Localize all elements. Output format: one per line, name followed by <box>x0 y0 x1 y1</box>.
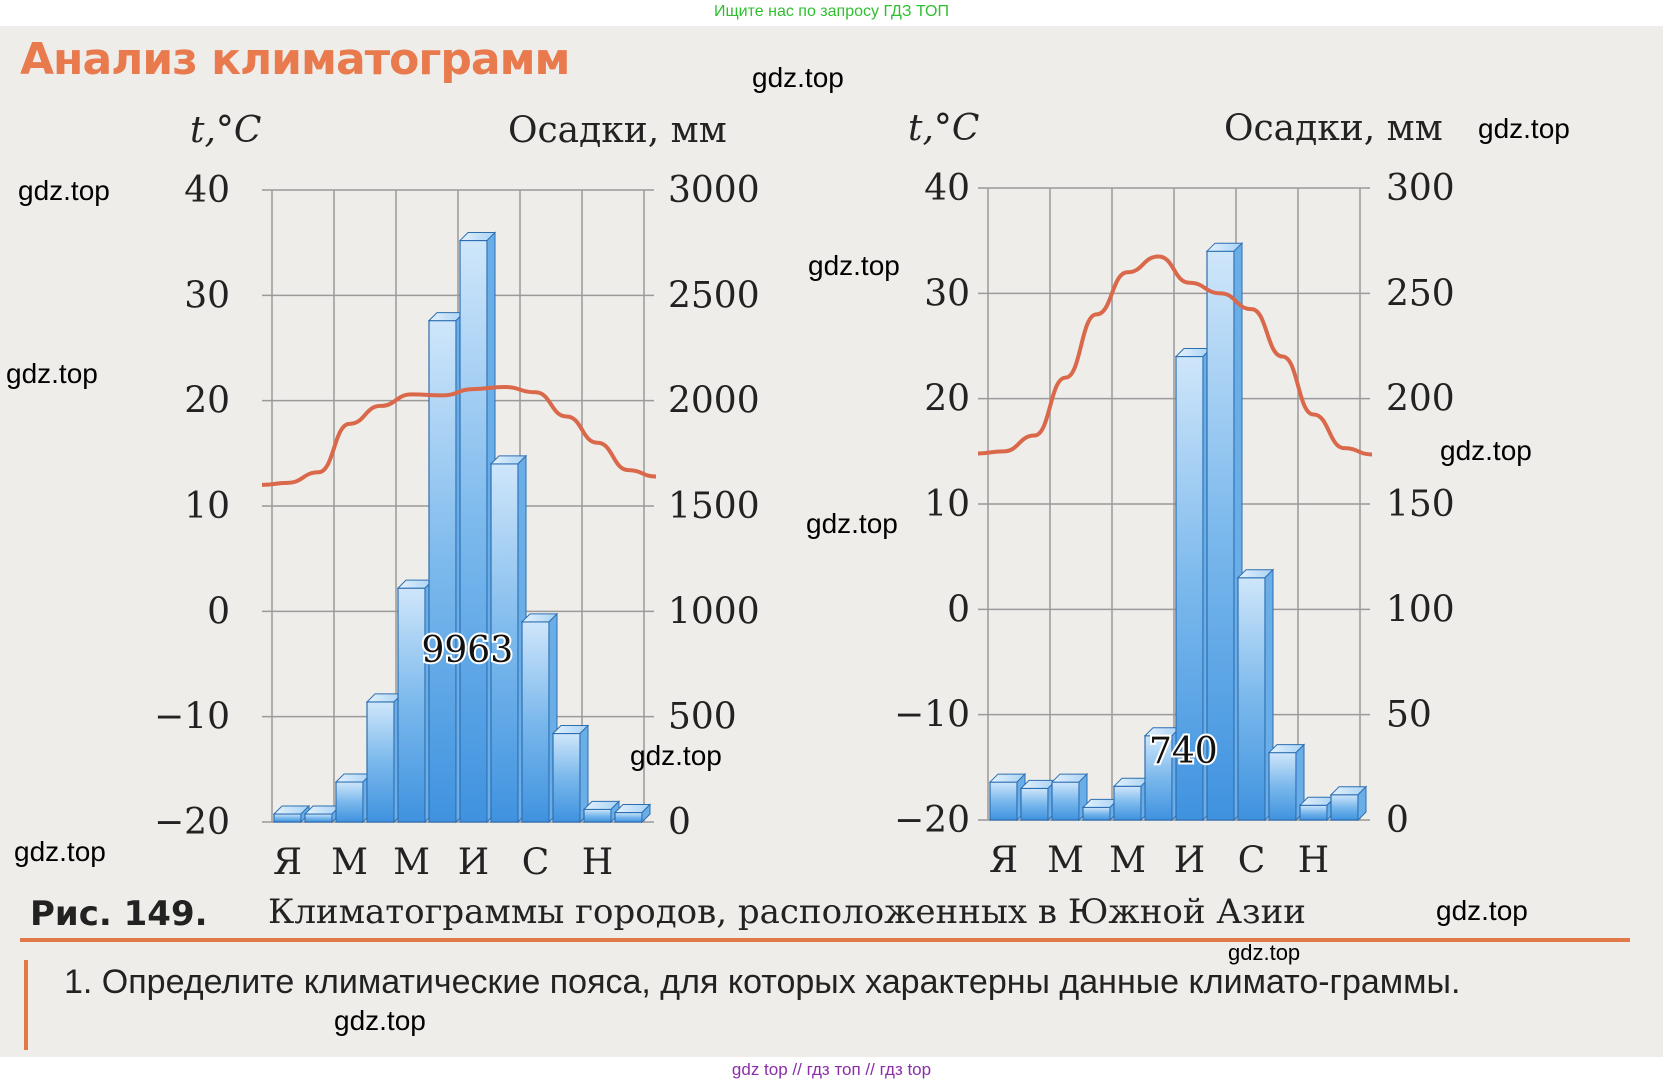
precip-tick-label: 150 <box>1386 484 1455 525</box>
precip-bar <box>1113 785 1142 821</box>
precip-bar <box>397 587 426 823</box>
precip-bar <box>273 813 302 823</box>
watermark: gdz.top <box>1436 895 1528 926</box>
month-label: М <box>1047 840 1084 881</box>
watermark: gdz.top <box>1228 940 1301 965</box>
month-label: М <box>393 842 430 883</box>
annual-precip-total: 9963 <box>421 630 513 671</box>
temp-axis-label: t,°C <box>190 110 261 151</box>
watermark: gdz.top <box>1478 113 1570 144</box>
precip-bar <box>1268 751 1297 821</box>
precip-bar <box>459 239 488 823</box>
watermark: gdz.top <box>808 250 900 281</box>
watermark: gdz.top <box>334 1005 426 1036</box>
precip-axis-label: Осадки, мм <box>508 110 727 151</box>
temp-tick-label: 10 <box>924 484 970 525</box>
temp-tick-label: −10 <box>154 697 230 738</box>
temp-tick-label: 40 <box>924 168 970 209</box>
precip-bar <box>335 781 364 823</box>
precip-tick-label: 1000 <box>668 591 760 632</box>
temp-tick-label: −20 <box>154 802 230 843</box>
figure-caption-text: Климатограммы городов, расположенных в Ю… <box>268 892 1306 932</box>
precip-bar <box>1299 804 1328 821</box>
watermark: gdz.top <box>18 175 110 206</box>
top-banner: Ищите нас по запросу ГДЗ ТОП <box>714 3 949 20</box>
watermark: gdz.top <box>14 836 106 867</box>
month-label: Я <box>273 842 302 883</box>
watermark: gdz.top <box>752 62 844 93</box>
month-label: И <box>458 842 489 883</box>
temp-tick-label: 0 <box>947 589 970 630</box>
precip-tick-label: 100 <box>1386 589 1455 630</box>
precip-tick-label: 1500 <box>668 486 760 527</box>
page-heading: Анализ климатограмм <box>20 34 570 85</box>
watermark: gdz.top <box>630 740 722 771</box>
precip-bar <box>1082 806 1111 821</box>
temp-tick-label: −20 <box>894 800 970 841</box>
figure-caption: Рис. 149. Климатограммы городов, располо… <box>20 888 1630 944</box>
precip-bar <box>989 781 1018 821</box>
temp-tick-label: 0 <box>207 591 230 632</box>
precip-bar <box>304 813 333 823</box>
month-label: И <box>1174 840 1205 881</box>
precip-bar <box>1020 787 1049 821</box>
watermark: gdz.top <box>806 508 898 539</box>
month-label: С <box>1238 840 1266 881</box>
question-text: 1. Определите климатические пояса, для к… <box>64 963 1461 1001</box>
temp-tick-label: 40 <box>184 170 230 211</box>
temperature-line <box>261 384 657 487</box>
precip-bar <box>1175 355 1204 821</box>
bottom-banner: gdz top // гдз топ // гдз top <box>0 1057 1663 1083</box>
precip-tick-label: 250 <box>1386 273 1455 314</box>
temp-tick-label: 10 <box>184 486 230 527</box>
precip-tick-label: 2500 <box>668 275 760 316</box>
temp-tick-label: −10 <box>894 695 970 736</box>
precip-bar <box>552 732 581 823</box>
precip-bar <box>1330 794 1359 821</box>
month-label: Я <box>989 840 1018 881</box>
precip-axis-label: Осадки, мм <box>1224 108 1443 149</box>
annual-precip-total: 740 <box>1149 731 1218 772</box>
precip-bar-side <box>641 803 651 824</box>
precip-tick-label: 300 <box>1386 168 1455 209</box>
question-block: 1. Определите климатические пояса, для к… <box>24 960 1628 1050</box>
watermark: gdz.top <box>1440 435 1532 466</box>
temperature-line <box>977 254 1373 457</box>
watermark: gdz.top <box>6 358 98 389</box>
month-label: Н <box>1298 840 1329 881</box>
temp-tick-label: 30 <box>184 275 230 316</box>
precip-tick-label: 3000 <box>668 170 760 211</box>
precip-tick-label: 50 <box>1386 695 1432 736</box>
month-label: М <box>1109 840 1146 881</box>
precip-tick-label: 500 <box>668 697 737 738</box>
precip-bar <box>428 320 457 823</box>
precip-bar <box>521 621 550 823</box>
precip-tick-label: 200 <box>1386 379 1455 420</box>
figure-label: Рис. 149. <box>30 894 208 934</box>
precip-tick-label: 0 <box>1386 800 1409 841</box>
temp-tick-label: 20 <box>184 381 230 422</box>
precip-bar <box>1206 250 1235 821</box>
caption-rule <box>20 938 1630 942</box>
month-label: М <box>331 842 368 883</box>
textbook-page <box>0 26 1663 1058</box>
precip-tick-label: 2000 <box>668 381 760 422</box>
month-label: Н <box>582 842 613 883</box>
precip-tick-label: 0 <box>668 802 691 843</box>
precip-bar <box>366 701 395 823</box>
precip-bar <box>583 808 612 823</box>
temp-tick-label: 30 <box>924 273 970 314</box>
month-label: С <box>522 842 550 883</box>
precip-bar <box>1051 781 1080 821</box>
temp-axis-label: t,°C <box>908 108 979 149</box>
temp-tick-label: 20 <box>924 379 970 420</box>
precip-bar <box>1237 577 1266 821</box>
precip-bar <box>614 811 643 823</box>
precip-bar-side <box>1357 785 1367 822</box>
